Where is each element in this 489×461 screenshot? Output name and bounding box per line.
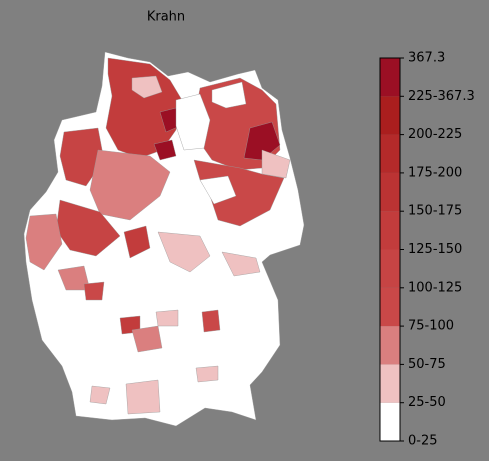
region [89, 149, 171, 221]
colorbar-band [380, 96, 400, 135]
colorbar-label: 367.3 [408, 51, 445, 66]
colorbar-label: 0-25 [408, 434, 438, 449]
region [157, 231, 211, 273]
region [25, 213, 63, 271]
region [211, 81, 247, 109]
region [243, 121, 281, 161]
colorbar-label: 200-225 [408, 127, 462, 142]
region [155, 309, 179, 327]
germany-map [23, 51, 305, 427]
colorbar-band [380, 249, 400, 288]
colorbar-band [380, 172, 400, 212]
colorbar-band [380, 211, 400, 250]
colorbar-label: 75-100 [408, 319, 454, 334]
region [89, 385, 111, 405]
colorbar: 0-25 25-50 50-75 75-100 100-125 125-150 150-17… [379, 51, 475, 449]
region [131, 75, 163, 99]
colorbar-band [380, 58, 400, 97]
region [195, 365, 219, 383]
region [221, 251, 261, 277]
colorbar-label: 150-175 [408, 204, 462, 219]
region [261, 149, 291, 179]
colorbar-label: 175-200 [408, 165, 462, 180]
colorbar-band [380, 326, 400, 365]
region [175, 93, 211, 151]
region [153, 139, 177, 161]
colorbar-label: 50-75 [408, 357, 446, 372]
region [131, 325, 163, 353]
region [105, 57, 183, 159]
colorbar-band [380, 364, 400, 403]
region [123, 225, 151, 259]
region [201, 309, 221, 333]
colorbar-label: 100-125 [408, 280, 462, 295]
colorbar-label: 25-50 [408, 395, 446, 410]
colorbar-band [380, 287, 400, 327]
colorbar-label: 225-367.3 [408, 89, 475, 104]
region [59, 127, 105, 187]
colorbar-band [380, 402, 400, 441]
map-title: Krahn [147, 10, 185, 25]
region [83, 281, 105, 301]
region [125, 379, 161, 415]
region [199, 175, 237, 205]
colorbar-label: 125-150 [408, 242, 462, 257]
colorbar-band [380, 134, 400, 173]
